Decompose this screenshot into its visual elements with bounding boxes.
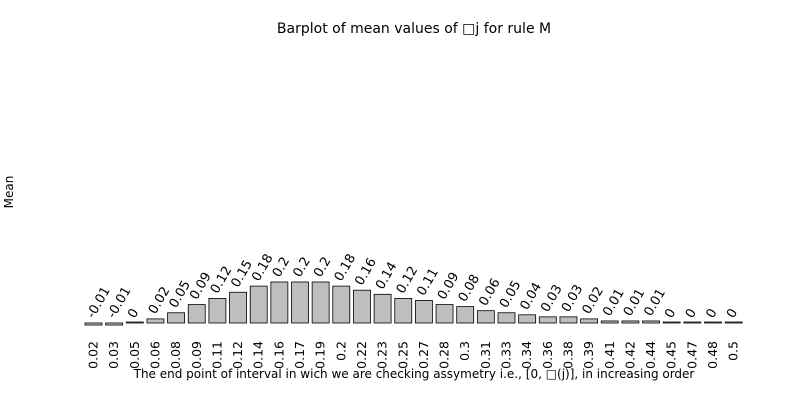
- bar-0.09: [187, 304, 206, 324]
- bar-0.25: [394, 297, 413, 324]
- x-tick-label: 0.2: [333, 341, 348, 361]
- bar-0.05: [125, 321, 144, 324]
- bar-0.48: [704, 321, 722, 324]
- bar-0.44: [642, 320, 660, 324]
- x-tick-label: 0.11: [209, 341, 224, 369]
- x-tick-label: 0.06: [147, 341, 162, 369]
- bar-0.31: [476, 310, 495, 324]
- x-tick-label: 0.34: [519, 341, 534, 369]
- x-tick-label: 0.14: [251, 341, 266, 369]
- x-tick-label: 0.22: [354, 341, 369, 369]
- x-tick-label: 0.39: [581, 341, 596, 369]
- data-label: 0: [703, 306, 720, 321]
- bar-0.03: [105, 322, 124, 326]
- x-tick-label: 0.47: [684, 341, 699, 369]
- x-tick-label: 0.31: [478, 341, 493, 369]
- bar-0.27: [414, 300, 433, 324]
- x-tick-label: 0.33: [499, 341, 514, 369]
- bar-0.3: [456, 306, 475, 324]
- x-tick-label: 0.16: [271, 341, 286, 369]
- bar-0.42: [621, 320, 640, 324]
- x-tick-label: 0.05: [127, 341, 142, 369]
- data-labels-group: -0.01-0.010 0.020.050.090.120.150.180.20.…: [84, 252, 741, 321]
- bar-0.47: [683, 321, 702, 324]
- x-tick-label: 0.23: [375, 341, 390, 369]
- x-tick-label: 0.12: [230, 341, 245, 369]
- x-tick-label: 0.09: [189, 341, 204, 369]
- bar-0.33: [497, 312, 516, 324]
- x-tick-label: 0.44: [643, 341, 658, 369]
- x-tick-label: 0.28: [437, 341, 452, 369]
- data-label: 0.2: [290, 255, 313, 280]
- bar-0.17: [291, 281, 309, 324]
- bar-0.5: [724, 321, 743, 324]
- bar-0.36: [538, 316, 557, 324]
- bar-0.11: [208, 297, 227, 324]
- bar-0.41: [600, 320, 619, 324]
- bar-0.02: [84, 322, 103, 326]
- chart-title: Barplot of mean values of □j for rule M: [277, 21, 551, 37]
- x-tick-label: 0.48: [705, 341, 720, 369]
- bar-0.16: [270, 281, 289, 324]
- data-label: 0: [662, 306, 679, 321]
- bar-0.28: [435, 304, 454, 324]
- x-tick-label: 0.19: [313, 341, 328, 369]
- data-label: 0: [683, 306, 700, 321]
- x-tick-label: 0.25: [395, 341, 410, 369]
- x-tick-label: 0.17: [292, 341, 307, 369]
- x-tick-label: 0.02: [86, 341, 101, 369]
- x-tick-label: 0.5: [726, 341, 741, 361]
- bar-0.06: [146, 318, 165, 324]
- x-tick-label: 0.41: [602, 341, 617, 369]
- data-label: 0: [724, 306, 741, 321]
- x-tick-label: 0.08: [168, 341, 183, 369]
- x-tick-label: 0.38: [560, 341, 575, 369]
- bar-0.2: [332, 285, 351, 324]
- x-axis-label: The end point of interval in wich we are…: [133, 367, 695, 381]
- x-tick-label: 0.3: [457, 341, 472, 361]
- x-tick-label: 0.42: [622, 341, 637, 369]
- bar-0.12: [229, 291, 247, 324]
- x-tick-labels-group: 0.02 0.03 0.05 0.06 0.08 0.09 0.11 0.12 0.14 0.16…: [86, 341, 741, 369]
- data-label: 0: [125, 306, 142, 321]
- bar-0.22: [353, 289, 371, 324]
- bar-0.23: [373, 293, 392, 324]
- x-tick-label: 0.27: [416, 341, 431, 369]
- bar-0.34: [518, 314, 537, 324]
- bar-0.14: [249, 285, 268, 324]
- bar-0.08: [167, 312, 186, 324]
- bar-0.39: [580, 318, 598, 324]
- bars-group: [84, 281, 743, 326]
- bar-0.19: [311, 281, 330, 324]
- y-axis-label: Mean: [2, 176, 16, 209]
- x-tick-label: 0.36: [540, 341, 555, 369]
- bar-0.38: [559, 316, 578, 324]
- x-tick-label: 0.45: [664, 341, 679, 369]
- bar-0.45: [662, 321, 681, 324]
- x-tick-label: 0.03: [106, 341, 121, 369]
